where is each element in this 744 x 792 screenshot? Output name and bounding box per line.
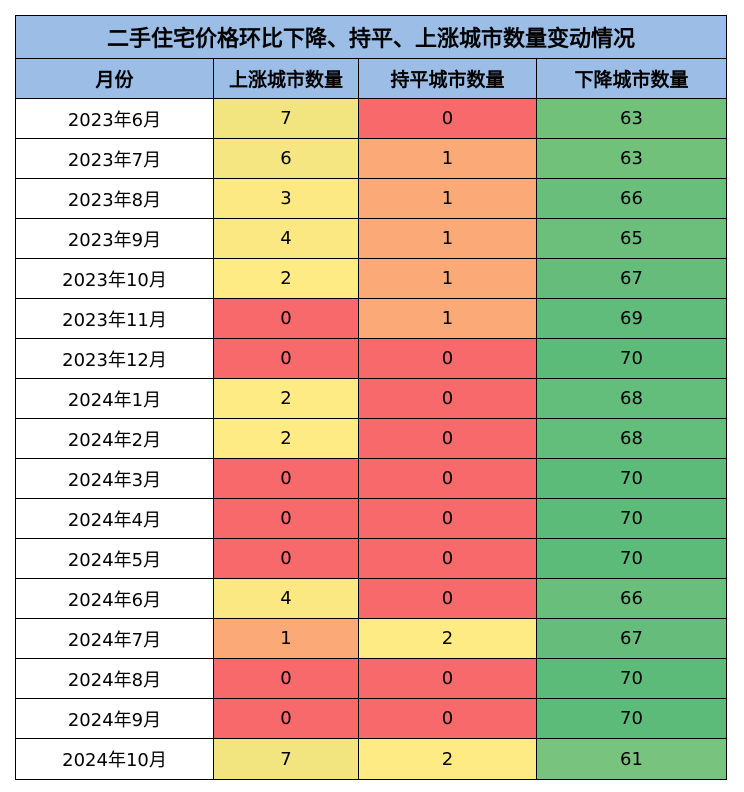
flat-count-cell: 0 <box>359 499 537 538</box>
up-count-cell: 7 <box>214 99 359 138</box>
down-count-cell: 63 <box>537 99 726 138</box>
table-row: 2023年8月 3 1 66 <box>16 179 726 219</box>
month-cell: 2023年6月 <box>16 99 214 138</box>
flat-count-cell: 1 <box>359 179 537 218</box>
down-count-cell: 70 <box>537 659 726 698</box>
down-count-cell: 68 <box>537 419 726 458</box>
table-row: 2024年10月 7 2 61 <box>16 739 726 779</box>
month-cell: 2024年7月 <box>16 619 214 658</box>
down-count-cell: 67 <box>537 259 726 298</box>
data-table: 二手住宅价格环比下降、持平、上涨城市数量变动情况 月份 上涨城市数量 持平城市数… <box>15 15 727 780</box>
month-cell: 2023年11月 <box>16 299 214 338</box>
header-flat: 持平城市数量 <box>359 59 537 98</box>
down-count-cell: 66 <box>537 179 726 218</box>
flat-count-cell: 0 <box>359 339 537 378</box>
month-cell: 2023年12月 <box>16 339 214 378</box>
down-count-cell: 70 <box>537 539 726 578</box>
month-cell: 2024年9月 <box>16 699 214 738</box>
down-count-cell: 70 <box>537 339 726 378</box>
month-cell: 2023年7月 <box>16 139 214 178</box>
flat-count-cell: 1 <box>359 219 537 258</box>
header-month: 月份 <box>16 59 214 98</box>
up-count-cell: 4 <box>214 219 359 258</box>
flat-count-cell: 0 <box>359 659 537 698</box>
flat-count-cell: 1 <box>359 259 537 298</box>
up-count-cell: 0 <box>214 459 359 498</box>
month-cell: 2023年9月 <box>16 219 214 258</box>
table-row: 2023年11月 0 1 69 <box>16 299 726 339</box>
table-row: 2024年9月 0 0 70 <box>16 699 726 739</box>
month-cell: 2024年3月 <box>16 459 214 498</box>
down-count-cell: 70 <box>537 499 726 538</box>
up-count-cell: 2 <box>214 259 359 298</box>
flat-count-cell: 0 <box>359 579 537 618</box>
flat-count-cell: 0 <box>359 459 537 498</box>
month-cell: 2023年8月 <box>16 179 214 218</box>
table-row: 2024年6月 4 0 66 <box>16 579 726 619</box>
up-count-cell: 0 <box>214 339 359 378</box>
table-row: 2023年7月 6 1 63 <box>16 139 726 179</box>
up-count-cell: 0 <box>214 699 359 738</box>
up-count-cell: 1 <box>214 619 359 658</box>
flat-count-cell: 1 <box>359 139 537 178</box>
down-count-cell: 69 <box>537 299 726 338</box>
down-count-cell: 63 <box>537 139 726 178</box>
down-count-cell: 70 <box>537 699 726 738</box>
month-cell: 2024年1月 <box>16 379 214 418</box>
flat-count-cell: 2 <box>359 739 537 779</box>
up-count-cell: 0 <box>214 299 359 338</box>
up-count-cell: 3 <box>214 179 359 218</box>
month-cell: 2024年6月 <box>16 579 214 618</box>
month-cell: 2024年10月 <box>16 739 214 779</box>
table-row: 2023年9月 4 1 65 <box>16 219 726 259</box>
month-cell: 2024年5月 <box>16 539 214 578</box>
up-count-cell: 2 <box>214 379 359 418</box>
flat-count-cell: 2 <box>359 619 537 658</box>
flat-count-cell: 0 <box>359 379 537 418</box>
table-row: 2024年2月 2 0 68 <box>16 419 726 459</box>
flat-count-cell: 1 <box>359 299 537 338</box>
table-row: 2024年4月 0 0 70 <box>16 499 726 539</box>
flat-count-cell: 0 <box>359 99 537 138</box>
up-count-cell: 4 <box>214 579 359 618</box>
down-count-cell: 70 <box>537 459 726 498</box>
up-count-cell: 6 <box>214 139 359 178</box>
table-row: 2023年10月 2 1 67 <box>16 259 726 299</box>
flat-count-cell: 0 <box>359 699 537 738</box>
table-row: 2024年1月 2 0 68 <box>16 379 726 419</box>
up-count-cell: 7 <box>214 739 359 779</box>
flat-count-cell: 0 <box>359 539 537 578</box>
down-count-cell: 66 <box>537 579 726 618</box>
flat-count-cell: 0 <box>359 419 537 458</box>
down-count-cell: 65 <box>537 219 726 258</box>
month-cell: 2024年8月 <box>16 659 214 698</box>
down-count-cell: 61 <box>537 739 726 779</box>
table-row: 2024年7月 1 2 67 <box>16 619 726 659</box>
header-up: 上涨城市数量 <box>214 59 359 98</box>
up-count-cell: 0 <box>214 659 359 698</box>
month-cell: 2024年2月 <box>16 419 214 458</box>
month-cell: 2023年10月 <box>16 259 214 298</box>
table-row: 2024年3月 0 0 70 <box>16 459 726 499</box>
table-title: 二手住宅价格环比下降、持平、上涨城市数量变动情况 <box>16 16 726 59</box>
up-count-cell: 0 <box>214 499 359 538</box>
header-down: 下降城市数量 <box>574 69 689 91</box>
table-row: 2023年6月 7 0 63 <box>16 99 726 139</box>
up-count-cell: 0 <box>214 539 359 578</box>
down-count-cell: 67 <box>537 619 726 658</box>
table-row: 2023年12月 0 0 70 <box>16 339 726 379</box>
down-count-cell: 68 <box>537 379 726 418</box>
month-cell: 2024年4月 <box>16 499 214 538</box>
table-row: 2024年5月 0 0 70 <box>16 539 726 579</box>
up-count-cell: 2 <box>214 419 359 458</box>
header-row: 月份 上涨城市数量 持平城市数量 下降城市数量 <box>16 59 726 99</box>
table-row: 2024年8月 0 0 70 <box>16 659 726 699</box>
